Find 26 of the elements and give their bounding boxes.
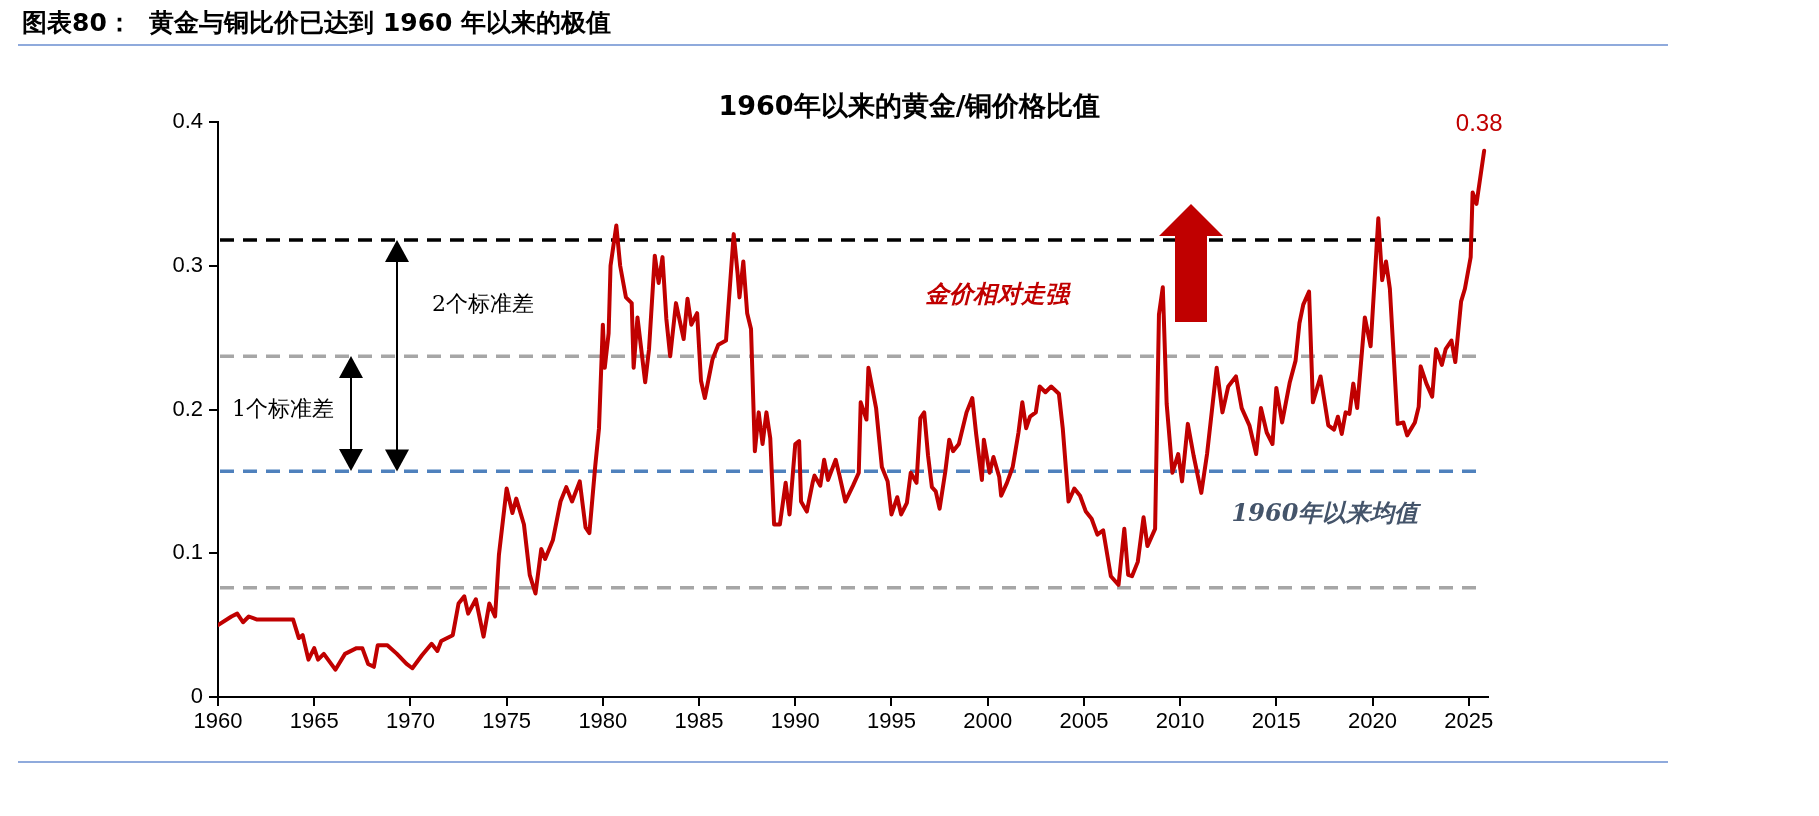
y-tick-label: 0.3 — [172, 251, 203, 277]
annotation: 1个标准差 — [232, 395, 334, 421]
x-tick-label: 2020 — [1348, 708, 1398, 734]
y-tick-label: 0 — [190, 683, 203, 709]
x-tick-label: 2000 — [963, 708, 1013, 734]
chart-subtitle: 1960年以来的黄金/铜价格比值 — [718, 90, 1101, 121]
annotation: 0.38 — [1455, 109, 1503, 137]
annotation: 金价相对走强 — [925, 279, 1071, 309]
x-tick-label: 1995 — [867, 708, 916, 734]
x-tick-label: 1965 — [289, 708, 339, 734]
x-tick-label: 2010 — [1155, 708, 1205, 734]
x-tick-label: 1970 — [385, 708, 435, 734]
x-tick-label: 1960 — [193, 708, 243, 734]
x-tick-label: 1990 — [770, 708, 820, 734]
x-tick-label: 1985 — [674, 708, 724, 734]
x-tick-label: 2005 — [1059, 708, 1109, 734]
x-tick-label: 1980 — [578, 708, 628, 734]
ref-line-label: 1960年以来均值 — [1231, 497, 1423, 527]
y-tick-label: 0.4 — [172, 108, 203, 134]
x-tick-label: 2025 — [1444, 708, 1494, 734]
annotation: 2个标准差 — [432, 290, 534, 316]
chart-title: 图表80： 黄金与铜比价已达到 1960 年以来的极值 — [22, 7, 612, 39]
y-tick-label: 0.2 — [172, 395, 203, 421]
x-tick-label: 1975 — [482, 708, 532, 734]
y-tick-label: 0.1 — [172, 539, 203, 565]
x-tick-label: 2015 — [1251, 708, 1301, 734]
